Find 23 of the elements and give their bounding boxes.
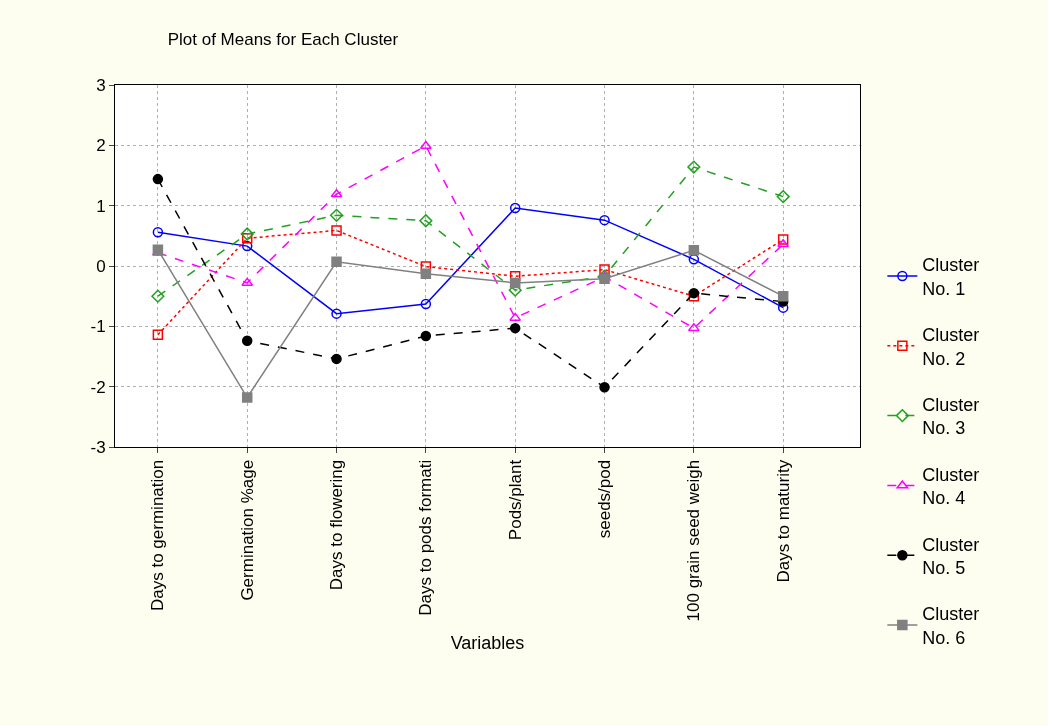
y-tick-label: 2 [96, 136, 106, 156]
x-tick-label: Days to flowering [327, 459, 347, 591]
x-tick-label: Germination %age [237, 459, 257, 601]
y-tick-label: 0 [96, 256, 106, 276]
y-tick-label: 3 [96, 75, 106, 95]
x-axis-title: Variables [450, 632, 525, 653]
x-tick-label: Pods/plant [505, 459, 525, 541]
y-tick-label: 1 [96, 196, 106, 216]
legend-label: Cluster No. 6 [922, 604, 980, 648]
legend-label: Cluster No. 4 [922, 464, 980, 509]
x-tick-label: 100 grain seed weigh [684, 459, 704, 622]
y-tick-label: -1 [90, 317, 106, 337]
x-tick-label: seeds/pod [595, 459, 615, 539]
legend-label: Cluster No. 3 [922, 394, 980, 439]
y-tick-label: -3 [90, 437, 106, 457]
x-tick-label: Days to pods formati [416, 459, 436, 616]
legend-label: Cluster No. 1 [922, 255, 980, 299]
y-tick-label: -2 [90, 377, 106, 397]
chart-title: Plot of Means for Each Cluster [167, 29, 399, 49]
legend-label: Cluster No. 2 [922, 325, 980, 369]
legend-label: Cluster No. 5 [922, 534, 980, 578]
x-tick-label: Days to germination [148, 459, 168, 611]
x-tick-label: Days to maturity [773, 459, 793, 583]
